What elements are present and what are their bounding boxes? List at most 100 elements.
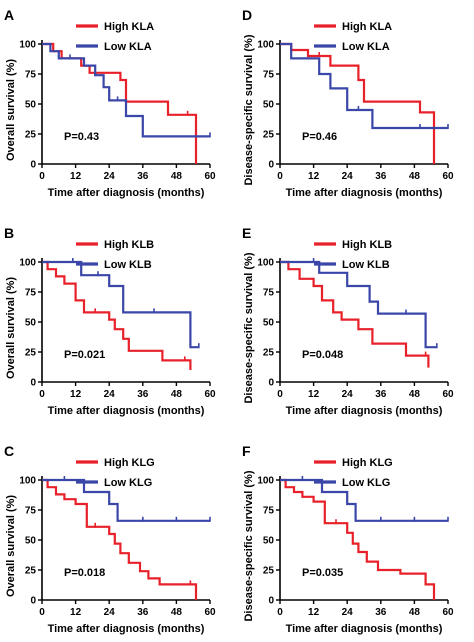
x-tick-label: 60 xyxy=(442,607,454,618)
legend-label-high: High KLB xyxy=(104,239,154,251)
legend-label-high: High KLB xyxy=(342,239,392,251)
x-tick-label: 12 xyxy=(308,607,320,618)
chart-panel-a: A 0 12 24 36 48 60 0 25 50 75 100 Time after diagnos… xyxy=(4,7,216,199)
survival-curve-high xyxy=(280,260,430,368)
x-axis-title: Time after diagnosis (months) xyxy=(48,405,205,417)
x-tick-label: 24 xyxy=(104,389,116,400)
y-axis-title: Disease-specific survival (%) xyxy=(243,34,255,185)
y-tick-label: 75 xyxy=(263,70,275,81)
x-tick-label: 12 xyxy=(70,607,82,618)
x-axis-title: Time after diagnosis (months) xyxy=(286,187,443,199)
x-tick-label: 0 xyxy=(39,389,45,400)
x-tick-label: 48 xyxy=(171,389,183,400)
p-value: P=0.018 xyxy=(64,567,105,579)
y-tick-label: 25 xyxy=(25,130,37,141)
y-tick-label: 0 xyxy=(30,160,36,171)
y-tick-label: 50 xyxy=(25,318,37,329)
survival-curve-low xyxy=(280,260,437,349)
panel-letter: A xyxy=(4,7,14,23)
y-tick-label: 50 xyxy=(263,100,275,111)
y-tick-label: 50 xyxy=(25,536,37,547)
legend-label-low: Low KLA xyxy=(342,41,390,53)
y-tick-label: 75 xyxy=(25,506,37,517)
p-value: P=0.46 xyxy=(302,131,337,143)
legend-label-high: High KLA xyxy=(104,21,154,33)
y-tick-label: 50 xyxy=(263,318,275,329)
x-tick-label: 12 xyxy=(308,171,320,182)
p-value: P=0.021 xyxy=(64,349,105,361)
survival-curve-low xyxy=(42,478,210,522)
chart-panel-d: D 0 12 24 36 48 60 0 25 50 75 100 Time after diagnos… xyxy=(242,7,454,199)
survival-curve-low xyxy=(280,42,448,130)
y-tick-label: 100 xyxy=(257,40,274,51)
y-tick-label: 100 xyxy=(19,258,36,269)
chart-panel-f: F 0 12 24 36 48 60 0 25 50 75 100 Time after diagnos… xyxy=(242,443,454,635)
chart-panel-e: E 0 12 24 36 48 60 0 25 50 75 100 Time after diagnos… xyxy=(242,225,454,417)
y-tick-label: 50 xyxy=(25,100,37,111)
x-tick-label: 0 xyxy=(277,389,283,400)
y-tick-label: 75 xyxy=(25,288,37,299)
panel-letter: C xyxy=(4,443,14,459)
panel-letter: D xyxy=(242,7,252,23)
survival-curve-low xyxy=(42,42,210,138)
legend-label-high: High KLA xyxy=(342,21,392,33)
survival-curve-low xyxy=(42,260,199,349)
x-tick-label: 12 xyxy=(70,389,82,400)
y-tick-label: 100 xyxy=(257,476,274,487)
y-tick-label: 0 xyxy=(30,378,36,389)
x-tick-label: 0 xyxy=(39,171,45,182)
chart-panel-b: B 0 12 24 36 48 60 0 25 50 75 100 Time after diagnos… xyxy=(4,225,216,417)
x-tick-label: 24 xyxy=(342,171,354,182)
y-tick-label: 75 xyxy=(263,506,275,517)
p-value: P=0.035 xyxy=(302,567,343,579)
legend-label-low: Low KLA xyxy=(104,41,152,53)
x-tick-label: 36 xyxy=(137,607,149,618)
legend-label-low: Low KLB xyxy=(104,259,152,271)
x-tick-label: 24 xyxy=(104,607,116,618)
survival-curve-high xyxy=(42,260,192,370)
x-tick-label: 60 xyxy=(204,607,216,618)
survival-curve-low xyxy=(280,478,448,522)
x-tick-label: 12 xyxy=(308,389,320,400)
x-axis-title: Time after diagnosis (months) xyxy=(48,623,205,635)
survival-curve-high xyxy=(42,478,198,600)
x-tick-label: 36 xyxy=(375,607,387,618)
survival-curve-high xyxy=(280,478,436,600)
y-tick-label: 0 xyxy=(268,596,274,607)
x-tick-label: 36 xyxy=(375,171,387,182)
y-axis-title: Disease-specific survival (%) xyxy=(243,470,255,621)
y-axis-title: Overall survival (%) xyxy=(5,495,17,597)
x-tick-label: 0 xyxy=(277,607,283,618)
x-tick-label: 48 xyxy=(171,171,183,182)
y-tick-label: 0 xyxy=(30,596,36,607)
x-tick-label: 12 xyxy=(70,171,82,182)
x-tick-label: 36 xyxy=(137,389,149,400)
x-tick-label: 60 xyxy=(442,389,454,400)
x-axis-title: Time after diagnosis (months) xyxy=(286,405,443,417)
x-tick-label: 24 xyxy=(342,607,354,618)
x-tick-label: 60 xyxy=(204,171,216,182)
panel-letter: B xyxy=(4,225,14,241)
p-value: P=0.43 xyxy=(64,131,99,143)
y-tick-label: 0 xyxy=(268,378,274,389)
y-tick-label: 25 xyxy=(263,348,275,359)
y-tick-label: 25 xyxy=(25,566,37,577)
chart-panel-c: C 0 12 24 36 48 60 0 25 50 75 100 Time after diagnos… xyxy=(4,443,216,635)
y-tick-label: 75 xyxy=(263,288,275,299)
y-axis-title: Overall survival (%) xyxy=(5,59,17,161)
y-tick-label: 25 xyxy=(263,566,275,577)
x-tick-label: 36 xyxy=(375,389,387,400)
survival-curve-high xyxy=(42,42,198,164)
y-axis-title: Overall survival (%) xyxy=(5,277,17,379)
x-axis-title: Time after diagnosis (months) xyxy=(286,623,443,635)
legend-label-high: High KLG xyxy=(104,457,155,469)
survival-curve-high xyxy=(280,42,436,164)
x-tick-label: 48 xyxy=(409,171,421,182)
legend-label-low: Low KLB xyxy=(342,259,390,271)
y-tick-label: 100 xyxy=(19,40,36,51)
legend-label-high: High KLG xyxy=(342,457,393,469)
x-tick-label: 24 xyxy=(342,389,354,400)
x-tick-label: 36 xyxy=(137,171,149,182)
y-tick-label: 100 xyxy=(257,258,274,269)
